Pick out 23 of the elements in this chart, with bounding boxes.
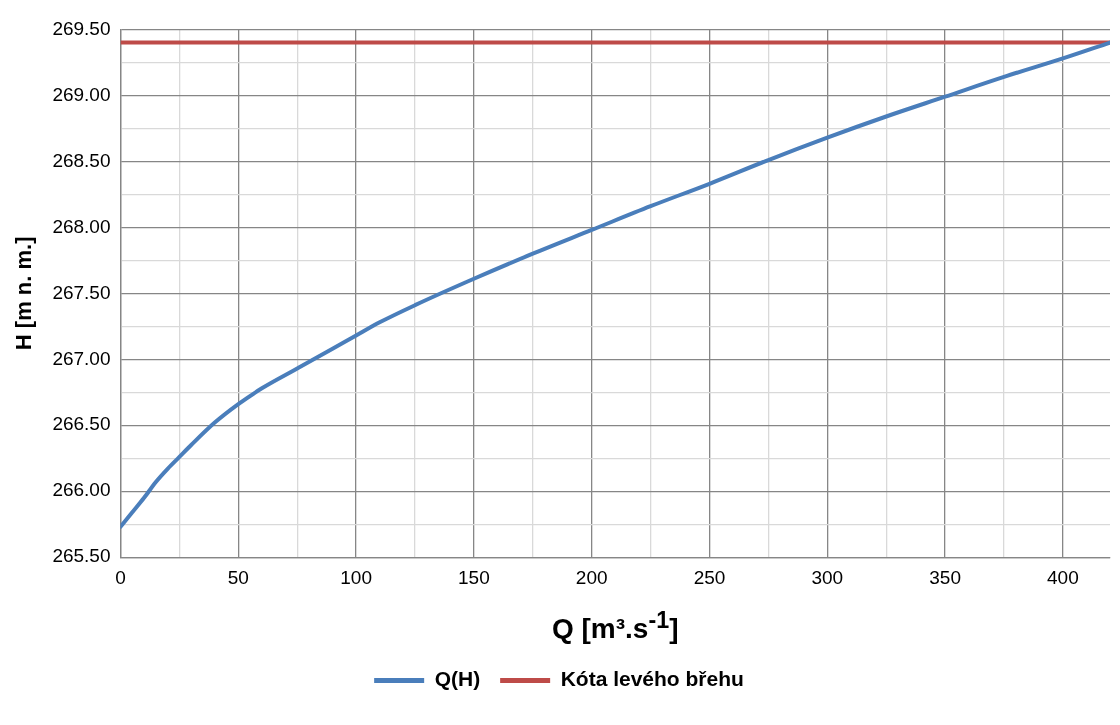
- x-tick-label: 50: [227, 566, 249, 588]
- y-axis-title: H [m n. m.]: [11, 236, 37, 351]
- y-tick-label: 269.00: [52, 83, 111, 105]
- y-tick-label: 266.50: [52, 413, 111, 435]
- y-tick-label: 268.50: [52, 149, 111, 171]
- x-tick-label: 200: [575, 566, 608, 588]
- x-tick-label: 350: [929, 566, 961, 588]
- y-tick-label: 266.00: [52, 479, 111, 501]
- line-series: [120, 40, 1110, 529]
- y-tick-label: 267.00: [52, 347, 111, 369]
- x-tick-label: 150: [458, 566, 490, 588]
- y-tick-label: 265.50: [52, 545, 111, 567]
- x-tick-label: 300: [811, 566, 844, 588]
- x-axis-title: Q [m³.s$^{-1}$]: [551, 606, 679, 647]
- y-tick-label: 269.50: [52, 17, 111, 39]
- x-tick-label: 250: [693, 566, 726, 588]
- y-tick-label: 268.00: [52, 215, 111, 237]
- x-tick-label: 0: [115, 566, 126, 588]
- x-tick-label: 100: [340, 566, 372, 588]
- y-tick-label: 267.50: [52, 281, 111, 303]
- x-tick-label: 400: [1047, 566, 1079, 588]
- legend-label: Q(H): [434, 667, 481, 691]
- legend-label: Kóta levého břehu: [560, 667, 744, 691]
